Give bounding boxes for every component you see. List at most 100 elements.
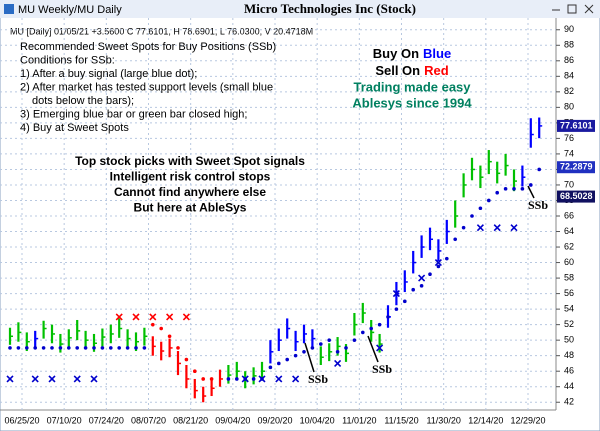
window-buttons[interactable]	[552, 4, 594, 14]
support-dot	[151, 322, 155, 327]
promo-line: Intelligent risk control stops	[110, 170, 271, 184]
support-dot	[167, 334, 172, 339]
y-tick-label: 54	[564, 303, 574, 313]
support-dot	[8, 346, 12, 350]
window-title: MU Weekly/MU Daily	[18, 4, 122, 16]
price-box	[557, 119, 595, 132]
support-dot	[285, 357, 290, 362]
support-dot	[537, 167, 541, 172]
annotation-arrow	[527, 185, 535, 199]
stop-marker	[258, 375, 266, 383]
signal-word: Sell On	[375, 63, 420, 78]
annotation: SSb	[308, 372, 328, 386]
support-dot	[411, 287, 416, 292]
x-tick-label: 10/04/20	[300, 415, 335, 425]
stop-marker	[241, 375, 249, 383]
support-dot	[176, 346, 180, 350]
annotation: SSb	[528, 198, 548, 212]
x-tick-label: 07/10/20	[47, 415, 82, 425]
support-dot	[117, 346, 121, 350]
price-box	[557, 190, 595, 203]
y-tick-label: 44	[564, 381, 574, 391]
x-tick-label: 11/30/20	[426, 415, 460, 425]
support-dot	[302, 350, 306, 354]
support-dot	[478, 206, 483, 211]
support-dot	[226, 377, 231, 381]
stop-marker	[493, 224, 501, 232]
support-dot	[361, 330, 365, 335]
stop-marker	[182, 313, 190, 321]
y-tick-label: 82	[564, 86, 574, 96]
support-dot	[16, 346, 21, 350]
x-tick-label: 11/15/20	[384, 415, 418, 425]
y-tick-label: 56	[564, 288, 574, 298]
chart-title: Micro Technologies Inc (Stock)	[244, 1, 416, 16]
price-label: 77.6101	[560, 120, 593, 130]
stop-marker	[275, 375, 283, 383]
note-line: Recommended Sweet Spots for Buy Position…	[20, 41, 276, 53]
support-dot	[495, 190, 500, 195]
support-dot	[428, 272, 432, 277]
stop-marker	[434, 258, 442, 267]
x-tick-label: 09/20/20	[257, 415, 292, 425]
x-tick-label: 07/24/20	[89, 415, 124, 425]
signal-text: Buy On Blue	[373, 46, 451, 61]
stop-marker	[292, 375, 300, 383]
support-dot	[100, 346, 105, 350]
y-tick-label: 66	[564, 210, 574, 220]
support-dot	[327, 338, 332, 342]
stop-marker	[90, 375, 98, 383]
y-tick-label: 42	[564, 397, 574, 407]
x-tick-label: 12/29/20	[510, 415, 545, 425]
x-tick-label: 08/21/20	[173, 415, 208, 425]
stop-marker	[31, 375, 39, 383]
support-dot	[109, 346, 113, 350]
price-box	[557, 161, 595, 174]
stop-marker	[73, 375, 81, 383]
y-tick-label: 84	[564, 71, 574, 81]
y-tick-label: 58	[564, 272, 574, 282]
support-dot	[75, 346, 79, 350]
support-dot	[33, 346, 37, 350]
x-tick-label: 12/14/20	[468, 415, 503, 425]
support-dot	[58, 346, 63, 350]
price-label: 68.5028	[560, 191, 593, 201]
support-dot	[209, 377, 214, 381]
support-dot	[529, 183, 533, 187]
signal-word: Buy On	[373, 46, 419, 61]
support-dot	[159, 326, 163, 331]
tagline: Ablesys since 1994	[352, 95, 472, 110]
support-dot	[377, 322, 382, 327]
support-dot	[67, 346, 71, 350]
promo-line: Top stock picks with Sweet Spot signals	[75, 154, 305, 168]
y-tick-label: 48	[564, 350, 574, 360]
support-dot	[125, 346, 130, 350]
y-tick-label: 88	[564, 40, 574, 50]
support-dot	[184, 357, 189, 362]
support-dot	[25, 346, 29, 350]
support-dot	[503, 187, 508, 191]
y-tick-label: 46	[564, 366, 574, 376]
maximize[interactable]	[567, 4, 577, 14]
support-dot	[235, 377, 239, 381]
y-tick-label: 70	[564, 179, 574, 189]
title-bar	[0, 0, 600, 18]
y-tick-label: 64	[564, 226, 574, 236]
support-dot	[512, 187, 516, 191]
note-line: 2) After market has tested support level…	[20, 81, 273, 93]
support-dot	[419, 284, 424, 288]
support-dot	[268, 365, 273, 370]
tagline: Trading made easy	[353, 79, 471, 94]
info-line: MU [Daily] 01/05/21 +3.5600 C 77.6101, H…	[10, 26, 313, 36]
close[interactable]	[584, 4, 594, 14]
annotation-arrow	[367, 335, 379, 363]
support-dot	[310, 346, 315, 350]
y-tick-label: 52	[564, 319, 574, 329]
y-tick-label: 50	[564, 335, 574, 345]
support-dot	[293, 353, 298, 358]
stop-marker	[166, 313, 174, 321]
annotation-arrow	[304, 342, 315, 373]
